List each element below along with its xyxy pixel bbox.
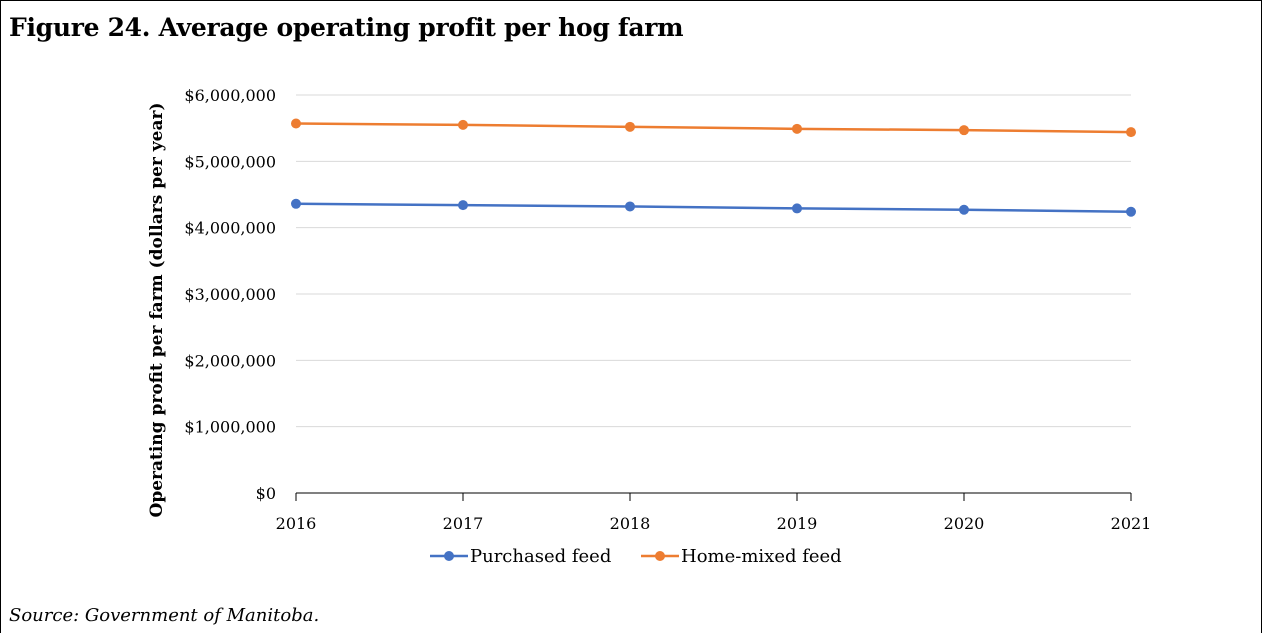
legend-label: Home-mixed feed <box>681 546 842 567</box>
data-point <box>625 201 635 212</box>
y-tick-label: $0 <box>256 484 276 503</box>
data-point <box>291 198 301 209</box>
x-tick-label: 2021 <box>1111 514 1152 533</box>
data-point <box>792 123 802 134</box>
y-tick-label: $3,000,000 <box>184 285 276 304</box>
data-point <box>458 200 468 211</box>
y-tick-label: $2,000,000 <box>184 351 276 370</box>
y-tick-label: $1,000,000 <box>184 418 276 437</box>
legend-label: Purchased feed <box>470 546 611 567</box>
y-tick-label: $5,000,000 <box>184 152 276 171</box>
data-point <box>959 125 969 136</box>
data-point <box>625 121 635 132</box>
legend-marker <box>444 551 454 561</box>
x-tick-label: 2018 <box>610 514 651 533</box>
y-tick-label: $6,000,000 <box>184 86 276 105</box>
data-point <box>1126 127 1136 138</box>
x-tick-label: 2017 <box>443 514 484 533</box>
legend-marker <box>655 551 665 561</box>
data-point <box>1126 206 1136 217</box>
x-tick-label: 2016 <box>276 514 317 533</box>
data-point <box>458 119 468 130</box>
series-line <box>295 122 1132 134</box>
data-point <box>792 203 802 214</box>
data-point <box>959 204 969 215</box>
figure-source: Source: Government of Manitoba. <box>9 605 320 626</box>
figure-title: Figure 24. Average operating profit per … <box>9 13 684 42</box>
y-tick-label: $4,000,000 <box>184 219 276 238</box>
x-tick-label: 2020 <box>944 514 985 533</box>
x-tick-label: 2019 <box>777 514 818 533</box>
series-line <box>295 202 1132 213</box>
data-point <box>291 118 301 129</box>
y-axis-label: Operating profit per farm (dollars per y… <box>147 103 167 518</box>
